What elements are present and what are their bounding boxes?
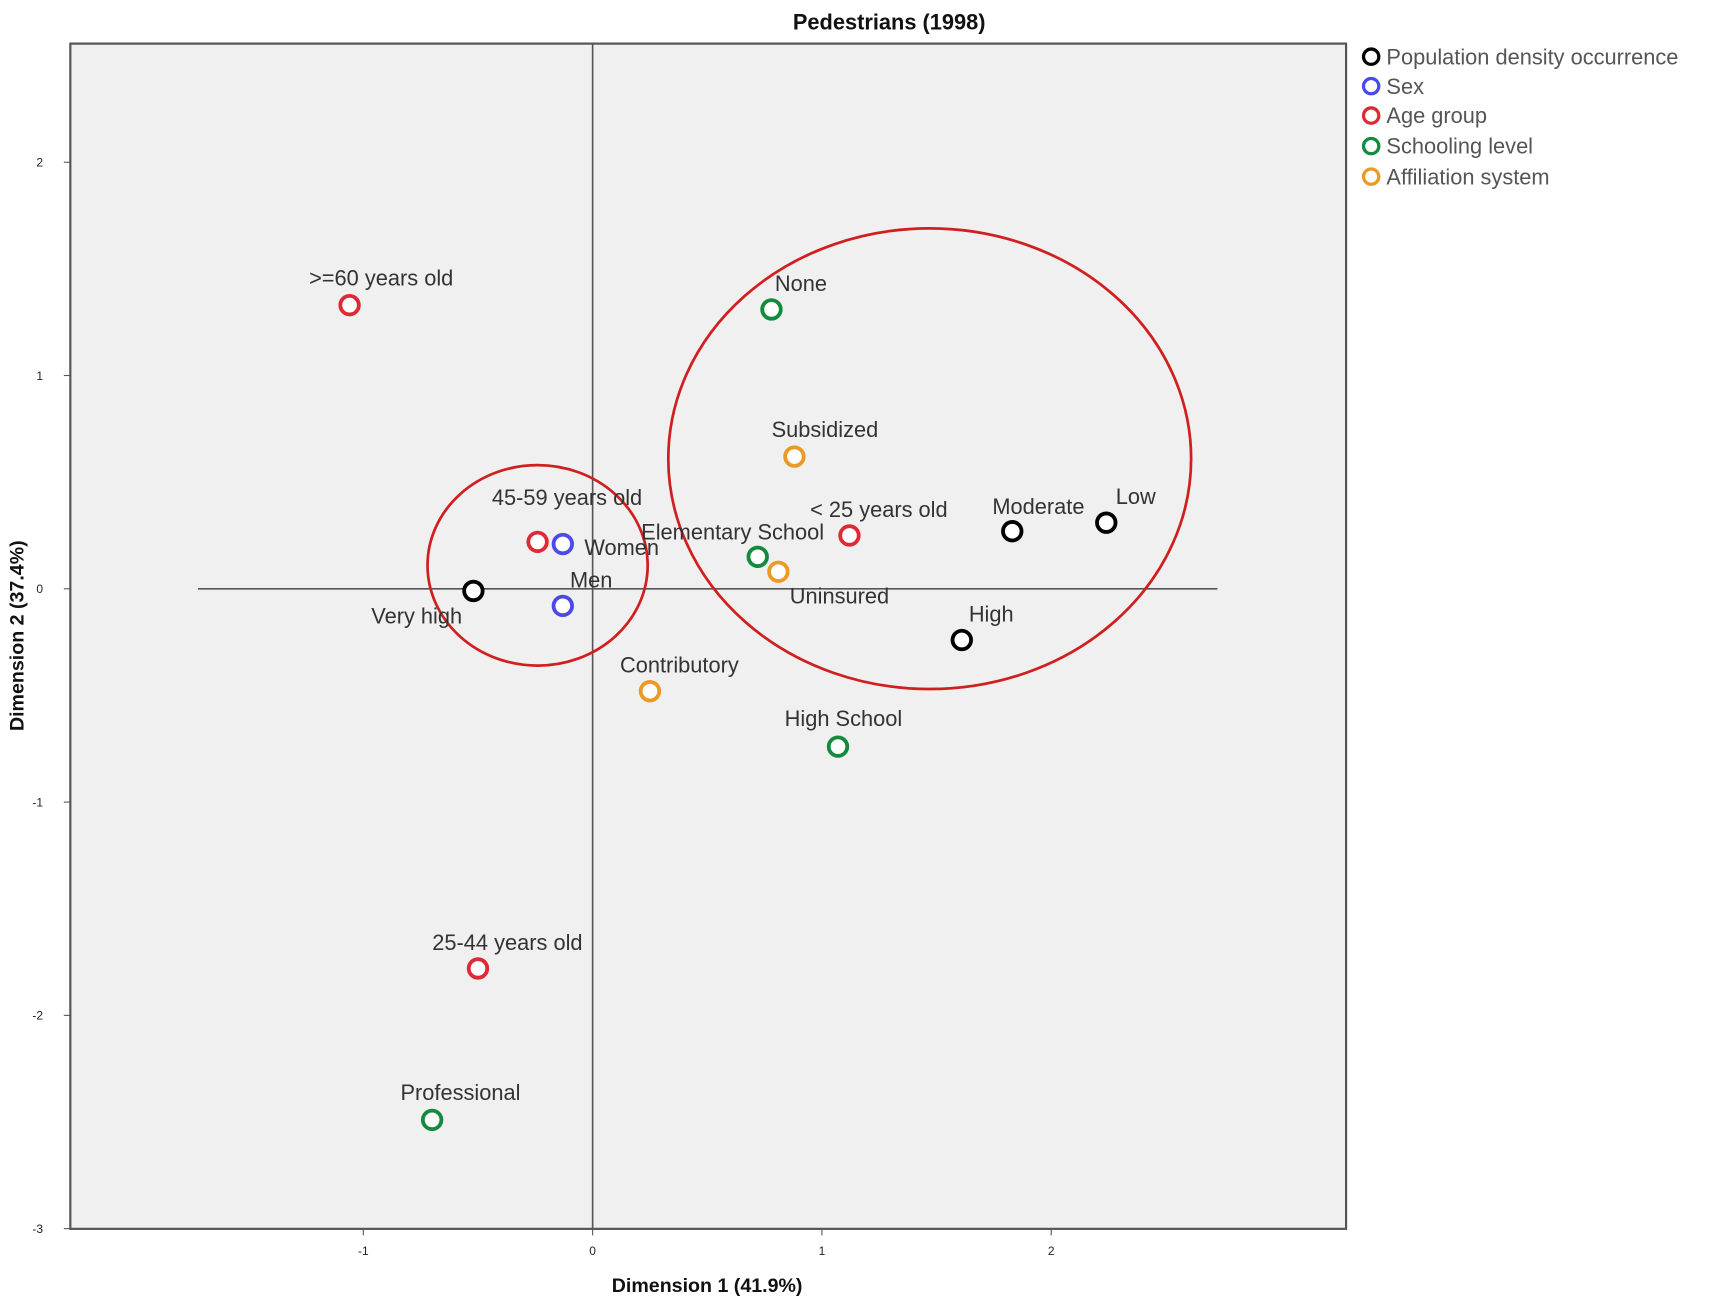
x-axis-label: Dimension 1 (41.9%) xyxy=(612,1275,803,1297)
x-tick-label: 2 xyxy=(1048,1244,1055,1258)
data-point-label: 25-44 years old xyxy=(432,930,582,955)
data-point-label: >=60 years old xyxy=(309,266,453,291)
data-point-label: Moderate xyxy=(992,494,1084,519)
highlight-ellipse xyxy=(666,227,1193,691)
legend-entry: Affiliation system xyxy=(1386,164,1549,189)
data-point-label: Subsidized xyxy=(772,417,879,442)
legend-marker xyxy=(1361,47,1381,66)
legend-marker xyxy=(1361,106,1381,125)
data-point-label: Contributory xyxy=(620,653,739,678)
x-tick-label: 1 xyxy=(819,1244,826,1258)
y-tick-label: 1 xyxy=(36,369,43,383)
data-point-label: Low xyxy=(1116,484,1156,509)
data-point xyxy=(1001,520,1024,543)
x-tick-label: -1 xyxy=(358,1244,369,1258)
x-tick-label: 0 xyxy=(589,1244,596,1258)
chart-title: Pedestrians (1998) xyxy=(793,9,986,34)
data-point-label: High xyxy=(969,601,1014,626)
y-tick-label: 0 xyxy=(36,582,43,596)
data-point-label: Very high xyxy=(371,604,462,629)
data-point xyxy=(826,735,850,758)
legend-marker xyxy=(1361,136,1381,156)
y-tick-label: -1 xyxy=(32,795,43,809)
data-point-label: Women xyxy=(584,535,659,560)
data-point-label: 45-59 years old xyxy=(492,485,642,510)
data-point-label: Professional xyxy=(400,1080,520,1105)
legend-entry: Sex xyxy=(1386,74,1424,99)
legend-marker xyxy=(1361,167,1381,186)
y-tick-label: 2 xyxy=(36,156,43,170)
data-point-label: < 25 years old xyxy=(810,497,948,522)
data-point xyxy=(526,530,549,554)
data-point xyxy=(838,524,861,547)
plot-area xyxy=(69,42,1348,1230)
data-point xyxy=(338,293,361,317)
legend-entry: Age group xyxy=(1386,103,1487,128)
highlight-ellipse xyxy=(426,463,650,667)
data-point xyxy=(462,579,485,603)
y-tick-label: -2 xyxy=(32,1009,43,1023)
data-point xyxy=(1095,511,1118,534)
data-point xyxy=(783,445,806,468)
legend-entry: Population density occurrence xyxy=(1386,44,1678,69)
legend: Population density occurrence Sex Age grou… xyxy=(1361,44,1678,189)
data-point xyxy=(746,545,769,568)
data-point xyxy=(551,594,574,618)
data-point-label: Elementary School xyxy=(641,519,824,544)
data-point xyxy=(767,560,790,583)
data-point xyxy=(420,1108,444,1132)
y-tick-label: -3 xyxy=(32,1222,43,1236)
data-point xyxy=(466,957,490,980)
data-point-label: High School xyxy=(785,706,903,731)
data-point xyxy=(551,532,574,556)
legend-entry: Schooling level xyxy=(1386,134,1533,159)
data-point xyxy=(760,298,783,321)
data-point xyxy=(638,680,662,703)
data-point-label: Men xyxy=(570,567,612,592)
y-axis-label: Dimension 2 (37.4%) xyxy=(6,540,28,731)
data-point-label: None xyxy=(775,271,827,296)
legend-marker xyxy=(1361,76,1381,96)
data-point xyxy=(950,628,973,652)
data-point-label: Uninsured xyxy=(790,583,889,608)
